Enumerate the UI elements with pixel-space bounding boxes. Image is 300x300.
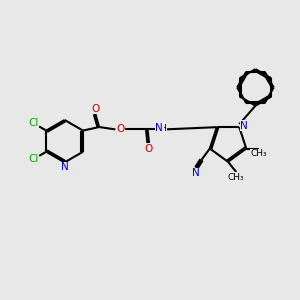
Text: O: O: [91, 104, 100, 114]
Text: H: H: [159, 124, 166, 133]
Text: O: O: [116, 124, 124, 134]
Text: N: N: [240, 121, 248, 131]
Text: O: O: [145, 144, 153, 154]
Text: Cl: Cl: [28, 154, 39, 164]
Text: Cl: Cl: [28, 118, 39, 128]
Text: N: N: [155, 123, 163, 133]
Text: N: N: [61, 162, 68, 172]
Text: N: N: [192, 168, 200, 178]
Text: CH₃: CH₃: [250, 149, 267, 158]
Text: CH₃: CH₃: [228, 172, 244, 182]
